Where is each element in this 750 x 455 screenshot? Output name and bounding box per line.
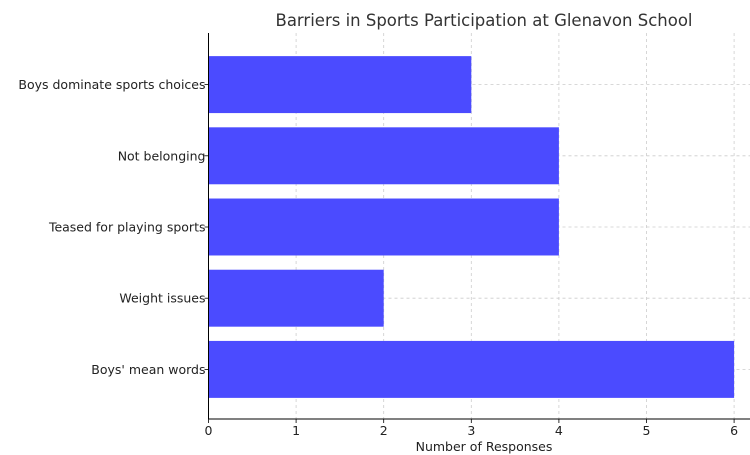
bar [208,340,735,398]
ticks-layer: 0 1 2 3 4 5 6 Boys dominate sports choices Not b… [18,77,738,438]
x-tick-label: 1 [292,423,300,438]
bar [208,269,384,327]
x-tick-label: 3 [467,423,475,438]
bar [208,56,472,114]
y-tick-label: Weight issues [119,291,205,306]
bars-layer [208,56,735,398]
y-tick-label: Not belonging [118,148,206,163]
y-tick-label: Boys dominate sports choices [18,77,205,92]
x-tick-label: 4 [555,423,563,438]
x-tick-label: 0 [205,423,213,438]
bar [208,198,559,256]
axes-layer [208,33,750,420]
x-tick-label: 6 [730,423,738,438]
x-tick-label: 2 [380,423,388,438]
y-tick-label: Teased for playing sports [48,220,206,235]
chart-title: Barriers in Sports Participation at Glen… [276,11,693,30]
x-tick-label: 5 [643,423,651,438]
x-axis-label: Number of Responses [416,439,553,454]
bar [208,127,559,185]
y-tick-label: Boys' mean words [91,362,205,377]
